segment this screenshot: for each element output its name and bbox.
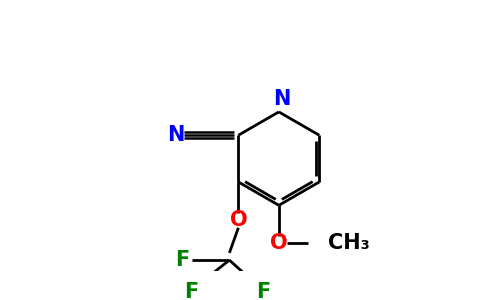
Text: F: F (184, 282, 199, 300)
Text: O: O (229, 210, 247, 230)
Text: N: N (273, 89, 290, 109)
Text: N: N (167, 125, 184, 145)
Text: O: O (270, 233, 287, 253)
Text: CH₃: CH₃ (328, 233, 370, 253)
Text: F: F (257, 282, 271, 300)
Text: F: F (176, 250, 190, 270)
